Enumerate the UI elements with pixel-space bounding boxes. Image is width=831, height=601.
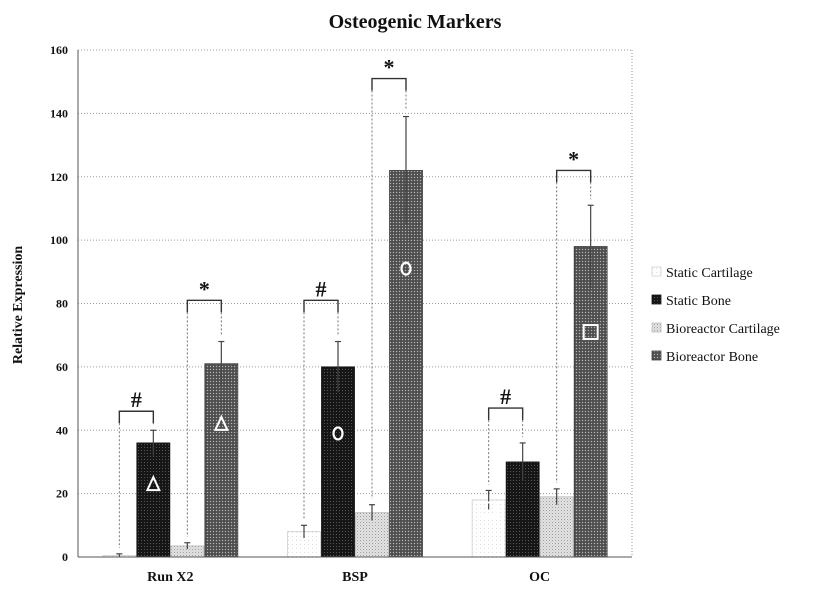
legend-label: Static Bone — [666, 294, 731, 309]
significance-bracket — [303, 299, 339, 313]
circle-marker — [400, 261, 412, 276]
bars — [102, 115, 608, 558]
legend-swatch — [651, 266, 662, 277]
significance-brackets: # * # * # * — [118, 55, 592, 548]
significance-symbol: * — [199, 276, 210, 301]
significance-symbol: * — [384, 55, 395, 80]
x-tick-label: Run X2 — [147, 570, 193, 585]
circle-marker — [332, 426, 344, 441]
legend-label: Bioreactor Bone — [666, 350, 758, 365]
y-tick-label: 0 — [62, 550, 68, 564]
legend-swatch — [651, 350, 662, 361]
legend-label: Static Cartilage — [666, 266, 753, 281]
bar — [389, 170, 423, 558]
x-tick-label: BSP — [342, 570, 368, 585]
square-marker — [480, 501, 497, 518]
significance-symbol: # — [316, 276, 327, 301]
y-axis-label: Relative Expression — [11, 246, 26, 365]
legend-swatch — [651, 294, 662, 305]
legend: Static Cartilage Static Bone Bioreactor Ca… — [651, 266, 780, 365]
significance-symbol: # — [131, 387, 142, 412]
y-tick-label: 60 — [56, 360, 68, 374]
y-tick-label: 20 — [56, 487, 68, 501]
legend-swatch — [651, 322, 662, 333]
y-tick-label: 40 — [56, 423, 68, 437]
y-tick-label: 140 — [50, 106, 68, 120]
significance-bracket — [371, 77, 407, 91]
triangle-marker — [213, 414, 229, 431]
significance-bracket — [186, 299, 223, 313]
square-marker — [582, 324, 599, 341]
significance-bracket — [487, 407, 524, 421]
legend-label: Bioreactor Cartilage — [666, 322, 780, 337]
bar — [204, 363, 239, 558]
axes: 0 20 40 60 80 100 120 140 160 Run X2 BSP OC — [50, 43, 632, 585]
significance-bracket — [118, 410, 155, 424]
y-tick-label: 120 — [50, 170, 68, 184]
x-tick-label: OC — [529, 570, 550, 585]
bar — [539, 496, 574, 558]
bar — [321, 366, 355, 558]
significance-bracket — [555, 169, 592, 183]
chart-title: Osteogenic Markers — [329, 11, 502, 33]
y-tick-label: 100 — [50, 233, 68, 247]
bar — [573, 246, 608, 558]
y-tick-label: 80 — [56, 297, 68, 311]
significance-symbol: * — [568, 146, 579, 171]
triangle-marker — [145, 474, 161, 492]
y-tick-label: 160 — [50, 43, 68, 57]
bar — [136, 442, 171, 558]
significance-symbol: # — [500, 384, 511, 409]
